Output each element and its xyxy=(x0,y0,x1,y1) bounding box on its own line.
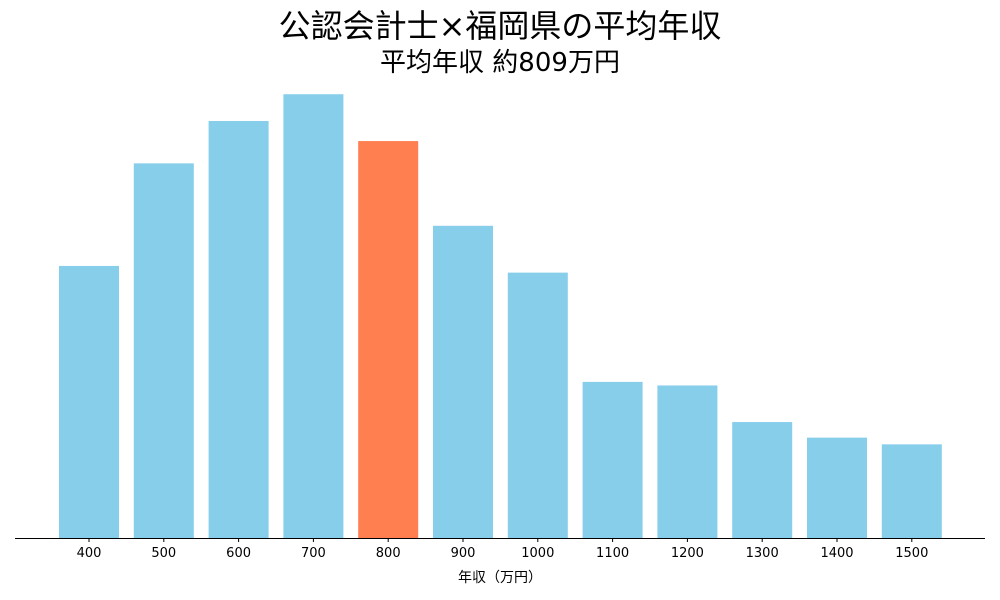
x-tick-label: 700 xyxy=(301,546,326,561)
bar-1100 xyxy=(582,381,643,538)
x-tick-label: 600 xyxy=(226,546,251,561)
bar-400 xyxy=(59,265,119,538)
bar-1000 xyxy=(507,272,568,538)
x-tick-label: 1400 xyxy=(820,546,853,561)
x-tick-label: 1100 xyxy=(596,546,629,561)
x-tick-label: 400 xyxy=(77,546,102,561)
bar-900 xyxy=(433,225,493,539)
bar-700 xyxy=(283,94,344,538)
x-tick-label: 1500 xyxy=(895,546,928,561)
bar-1500 xyxy=(881,444,942,538)
x-axis-label: 年収（万円） xyxy=(458,570,542,586)
bar-600 xyxy=(208,120,269,539)
x-tick-label: 800 xyxy=(376,546,401,561)
bar-1400 xyxy=(807,437,867,538)
bar-1200 xyxy=(657,385,718,538)
bar-800 xyxy=(358,141,419,538)
x-tick-label: 1300 xyxy=(746,546,779,561)
bar-1300 xyxy=(732,422,793,538)
chart-subtitle: 平均年収 約809万円 xyxy=(380,48,620,78)
x-tick-label: 500 xyxy=(151,546,176,561)
x-tick-label: 1200 xyxy=(671,546,704,561)
x-tick-label: 900 xyxy=(451,546,476,561)
x-ticks-group: 400 500 600 700 800 900 1000 1100 1200 1300 1400 15… xyxy=(77,538,928,561)
chart-title: 公認会計士×福岡県の平均年収 xyxy=(278,7,722,45)
bars-group xyxy=(59,94,942,539)
bar-500 xyxy=(133,163,194,539)
x-tick-label: 1000 xyxy=(521,546,554,561)
